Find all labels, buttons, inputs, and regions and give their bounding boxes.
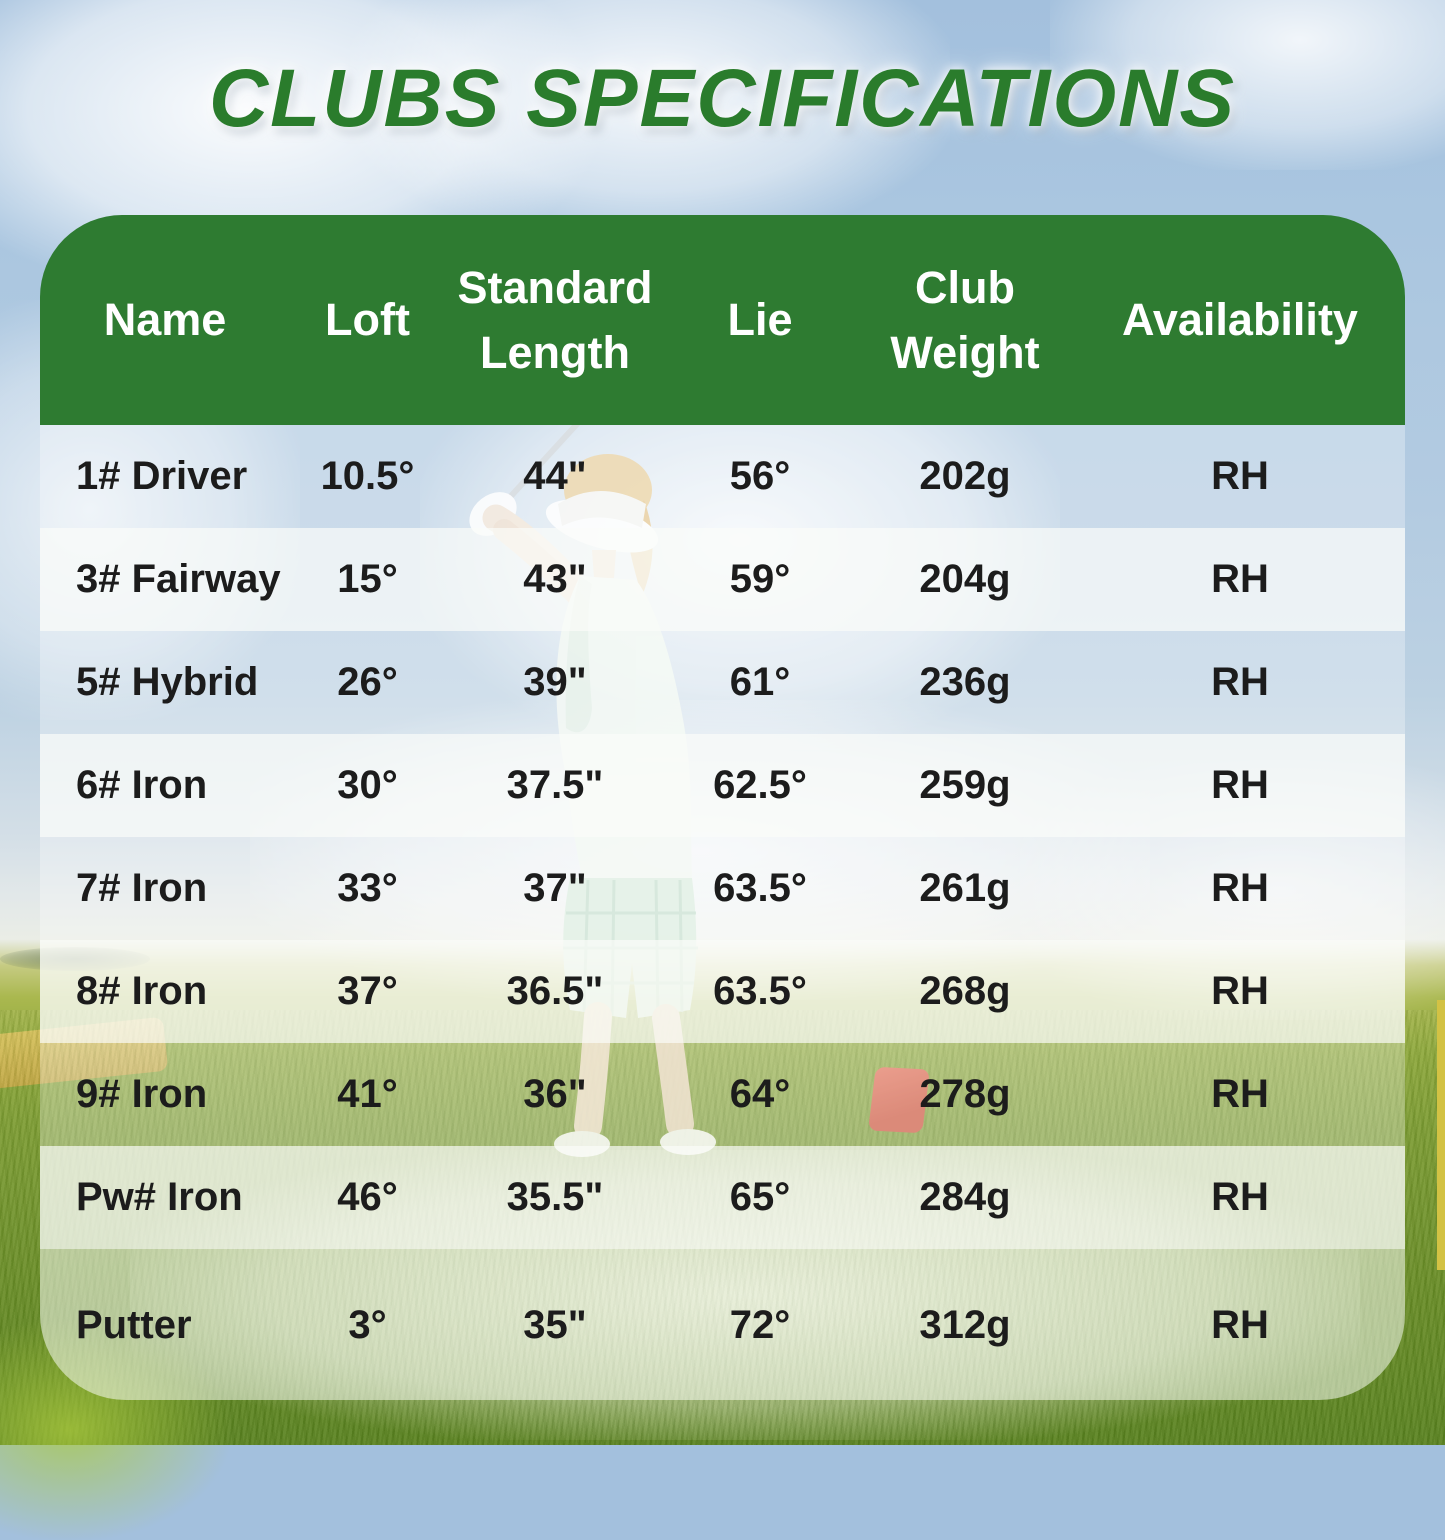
cell-club-weight: 268g	[919, 969, 1011, 1013]
page-title: CLUBS SPECIFICATIONS	[208, 53, 1237, 144]
cell-availability: RH	[1211, 969, 1269, 1013]
header-lie: Lie	[727, 294, 793, 346]
cell-lie: 63.5°	[713, 969, 807, 1013]
cell-standard-length: 35.5"	[506, 1175, 604, 1219]
cell-availability: RH	[1211, 1302, 1269, 1347]
table-row: 5# Hybrid 26° 39" 61° 236g RH	[40, 631, 1405, 734]
cell-club-name: 6# Iron	[76, 763, 208, 807]
cell-loft: 41°	[337, 1072, 398, 1116]
cell-availability: RH	[1211, 1175, 1269, 1219]
cell-availability: RH	[1211, 557, 1269, 601]
cell-club-weight: 278g	[919, 1072, 1011, 1116]
cell-availability: RH	[1211, 660, 1269, 704]
cell-club-weight: 204g	[919, 557, 1011, 601]
table-row: 7# Iron 33° 37" 63.5° 261g RH	[40, 837, 1405, 940]
table-row: 8# Iron 37° 36.5" 63.5° 268g RH	[40, 940, 1405, 1043]
cell-loft: 26°	[337, 660, 398, 704]
cell-standard-length: 37.5"	[506, 763, 604, 807]
cell-lie: 59°	[729, 557, 791, 601]
cell-lie: 65°	[729, 1175, 791, 1219]
header-standard-length: Standard Length	[457, 261, 653, 378]
cell-club-name: 5# Hybrid	[76, 660, 259, 704]
cell-lie: 63.5°	[713, 866, 807, 910]
cell-loft: 30°	[337, 763, 398, 807]
cell-lie: 62.5°	[713, 763, 807, 807]
header-club-weight: Club Weight	[890, 261, 1040, 378]
header-availability: Availability	[1122, 294, 1358, 346]
cell-loft: 46°	[337, 1175, 398, 1219]
cell-club-name: Putter	[76, 1302, 192, 1347]
cell-club-name: 8# Iron	[76, 969, 208, 1013]
cell-standard-length: 37"	[523, 866, 587, 910]
header-name: Name	[103, 294, 227, 346]
header-loft: Loft	[325, 294, 410, 346]
table-row: Putter 3° 35" 72° 312g RH	[40, 1249, 1405, 1400]
specs-table: Name Loft Standard Length Lie Club Weigh…	[40, 215, 1405, 1400]
table-header: Name Loft Standard Length Lie Club Weigh…	[40, 215, 1405, 425]
cell-loft: 3°	[348, 1302, 387, 1347]
cell-standard-length: 43"	[523, 557, 587, 601]
cell-club-weight: 236g	[919, 660, 1011, 704]
table-row: 6# Iron 30° 37.5" 62.5° 259g RH	[40, 734, 1405, 837]
cell-club-weight: 312g	[919, 1302, 1011, 1347]
cell-loft: 33°	[337, 866, 398, 910]
cell-club-name: 1# Driver	[76, 454, 248, 498]
cell-club-name: 9# Iron	[76, 1072, 208, 1116]
cell-club-weight: 202g	[919, 454, 1011, 498]
cell-standard-length: 39"	[523, 660, 587, 704]
cell-loft: 37°	[337, 969, 398, 1013]
cell-standard-length: 36"	[523, 1072, 587, 1116]
cell-loft: 10.5°	[320, 454, 415, 498]
cell-lie: 61°	[729, 660, 791, 704]
cell-lie: 64°	[729, 1072, 791, 1116]
cell-club-name: Pw# Iron	[76, 1175, 243, 1219]
cell-availability: RH	[1211, 1072, 1269, 1116]
cell-lie: 56°	[729, 454, 791, 498]
cell-availability: RH	[1211, 454, 1269, 498]
cell-standard-length: 35"	[523, 1302, 587, 1347]
cell-availability: RH	[1211, 866, 1269, 910]
cell-club-weight: 259g	[919, 763, 1011, 807]
table-row: 1# Driver 10.5° 44" 56° 202g RH	[40, 425, 1405, 528]
table-row: Pw# Iron 46° 35.5" 65° 284g RH	[40, 1146, 1405, 1249]
flagstick	[1437, 1000, 1445, 1270]
cell-club-weight: 284g	[919, 1175, 1011, 1219]
cell-club-name: 7# Iron	[76, 866, 208, 910]
cell-standard-length: 44"	[523, 454, 587, 498]
table-row: 3# Fairway 15° 43" 59° 204g RH	[40, 528, 1405, 631]
cell-club-weight: 261g	[919, 866, 1011, 910]
cell-loft: 15°	[337, 557, 398, 601]
cell-availability: RH	[1211, 763, 1269, 807]
cell-standard-length: 36.5"	[506, 969, 604, 1013]
table-row: 9# Iron 41° 36" 64° 278g RH	[40, 1043, 1405, 1146]
cell-club-name: 3# Fairway	[76, 557, 281, 601]
cell-lie: 72°	[729, 1302, 791, 1347]
